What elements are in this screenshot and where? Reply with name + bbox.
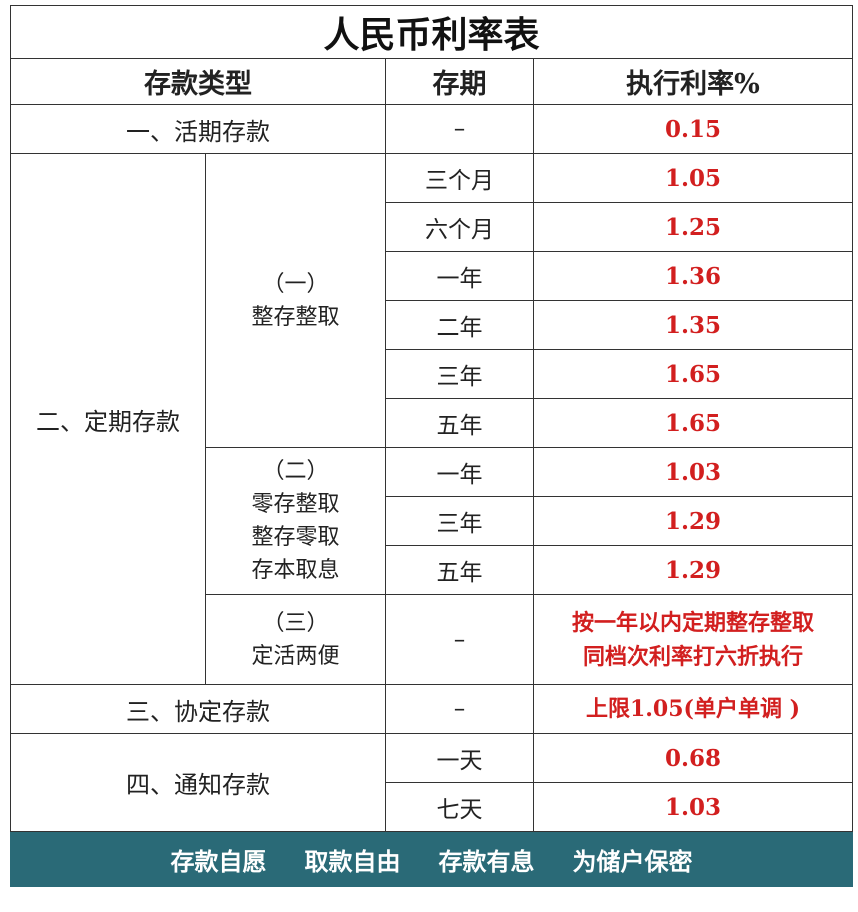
rate-cell: 1.35 — [532, 300, 854, 350]
term-cell: 三年 — [385, 349, 534, 399]
table-row: 五年 1.29 — [11, 545, 854, 595]
table-row: 二、定期存款 （一） 整存整取 三个月 1.05 — [10, 153, 854, 685]
slogan: 存款自愿 — [170, 846, 267, 876]
table-row: 六个月 1.25 — [11, 202, 854, 252]
fixed-label: 二、定期存款 — [10, 153, 206, 685]
table-row: 一、活期存款 – 0.15 — [10, 104, 854, 154]
rate-note: 按一年以内定期整存整取 同档次利率打六折执行 — [532, 594, 854, 685]
rate-cell: 1.29 — [532, 496, 854, 546]
term-cell: 三个月 — [385, 153, 534, 203]
rate-cell: 0.15 — [532, 104, 854, 154]
term-cell: 一年 — [385, 447, 534, 497]
category-name: 整存整取 — [251, 304, 340, 330]
term-cell: 五年 — [385, 545, 534, 595]
demand-label: 一、活期存款 — [10, 104, 386, 154]
term-cell: – — [385, 594, 534, 685]
note-line: 按一年以内定期整存整取 — [572, 609, 815, 636]
table-row: （二） 零存整取 整存零取 存本取息 一年 1.03 — [11, 447, 854, 595]
term-cell: 五年 — [385, 398, 534, 448]
category-name: 定活两便 — [251, 643, 340, 669]
term-cell: – — [385, 684, 534, 734]
category-name: 零存整取 — [251, 492, 340, 517]
note-line: 同档次利率打六折执行 — [583, 643, 804, 670]
term-cell: 七天 — [385, 782, 534, 832]
slogan: 存款有息 — [438, 846, 535, 876]
category-number: （三） — [262, 610, 329, 636]
rate-cell: 1.03 — [532, 782, 854, 832]
header-rate: 执行利率% — [532, 58, 854, 105]
rate-cell: 1.65 — [532, 349, 854, 399]
slogan: 取款自由 — [304, 846, 401, 876]
slogan: 为储户保密 — [572, 846, 693, 876]
rate-cell: 1.03 — [532, 447, 854, 497]
table-row: 三、协定存款 – 上限1.05(单户单调 ) — [10, 684, 854, 734]
header-term: 存期 — [385, 58, 534, 105]
interest-rate-table: 人民币利率表 存款类型 存期 执行利率% 一、活期存款 – 0.15 二、定期存… — [9, 5, 854, 887]
category-number: （二） — [262, 459, 329, 484]
notice-label: 四、通知存款 — [10, 733, 386, 832]
table-row: 四、通知存款 一天 0.68 — [10, 733, 854, 832]
lump-sum-category: （一） 整存整取 — [205, 153, 386, 448]
table-row: 二年 1.35 — [11, 300, 854, 350]
agreement-label: 三、协定存款 — [10, 684, 386, 734]
rate-cell: 1.65 — [532, 398, 854, 448]
term-cell: 一年 — [385, 251, 534, 301]
term-cell: 六个月 — [385, 202, 534, 252]
header-type: 存款类型 — [10, 58, 386, 105]
term-cell: 三年 — [385, 496, 534, 546]
rate-cell: 1.05 — [532, 153, 854, 203]
term-cell: 一天 — [385, 733, 534, 783]
category-number: （一） — [262, 271, 329, 297]
installment-category: （二） 零存整取 整存零取 存本取息 — [205, 447, 386, 595]
flexible-category: （三） 定活两便 — [205, 594, 386, 685]
term-cell: – — [385, 104, 534, 154]
table-row: （三） 定活两便 – 按一年以内定期整存整取 同档次利率打六折执行 — [11, 594, 854, 685]
table-row: 五年 1.65 — [11, 398, 854, 448]
rate-cell: 1.29 — [532, 545, 854, 595]
category-name: 存本取息 — [251, 558, 340, 583]
table-row: 三年 1.29 — [11, 496, 854, 546]
table-title: 人民币利率表 — [9, 5, 854, 59]
rate-cell: 0.68 — [532, 733, 854, 783]
category-name: 整存零取 — [251, 525, 340, 550]
table-row: 七天 1.03 — [11, 782, 854, 832]
footer-slogan-bar: 存款自愿 取款自由 存款有息 为储户保密 — [9, 831, 854, 887]
rate-cell: 1.25 — [532, 202, 854, 252]
term-cell: 二年 — [385, 300, 534, 350]
rate-cell: 1.36 — [532, 251, 854, 301]
rate-cell: 上限1.05(单户单调 ) — [532, 684, 854, 734]
